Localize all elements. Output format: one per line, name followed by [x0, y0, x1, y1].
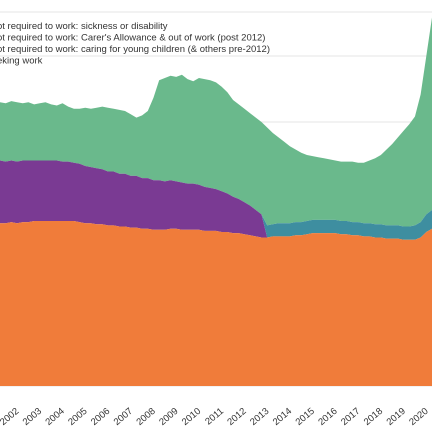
x-tick-label-2017: 2017 [339, 406, 362, 428]
legend-label-2: ot required to work: caring for young ch… [0, 44, 270, 55]
x-tick-label-2010: 2010 [180, 406, 203, 428]
legend: ot required to work: sickness or disabil… [0, 21, 270, 67]
x-tick-label-2011: 2011 [203, 406, 226, 428]
legend-label-0: ot required to work: sickness or disabil… [0, 21, 168, 32]
x-axis: 2002 2003 2004 2005 2006 2007 2008 2009 2010 2011… [0, 406, 431, 428]
x-tick-label-2008: 2008 [134, 406, 157, 428]
x-tick-label-2006: 2006 [89, 406, 112, 428]
x-tick-label-2004: 2004 [44, 406, 67, 428]
x-tick-label-2015: 2015 [294, 406, 317, 428]
area-sickness-disability [0, 17, 432, 227]
x-tick-label-2014: 2014 [271, 406, 294, 428]
x-tick-label-2005: 2005 [66, 406, 89, 428]
x-tick-label-2002: 2002 [0, 406, 21, 428]
x-tick-label-2007: 2007 [112, 406, 135, 428]
x-tick-label-2018: 2018 [362, 406, 385, 428]
x-tick-label-2013: 2013 [248, 406, 271, 428]
x-tick-label-2009: 2009 [157, 406, 180, 428]
x-tick-label-2019: 2019 [385, 406, 408, 428]
area-series-group [0, 17, 432, 386]
area-carers-allowance [0, 160, 432, 240]
legend-label-3: eking work [0, 56, 43, 67]
area-caring-young-children [0, 160, 432, 240]
x-tick-label-2003: 2003 [21, 406, 44, 428]
x-tick-label-2012: 2012 [225, 406, 248, 428]
x-tick-label-2016: 2016 [316, 406, 339, 428]
x-tick-label-2020: 2020 [407, 406, 430, 428]
area-seeking-work [0, 221, 432, 386]
legend-label-1: ot required to work: Carer's Allowance &… [0, 33, 265, 44]
